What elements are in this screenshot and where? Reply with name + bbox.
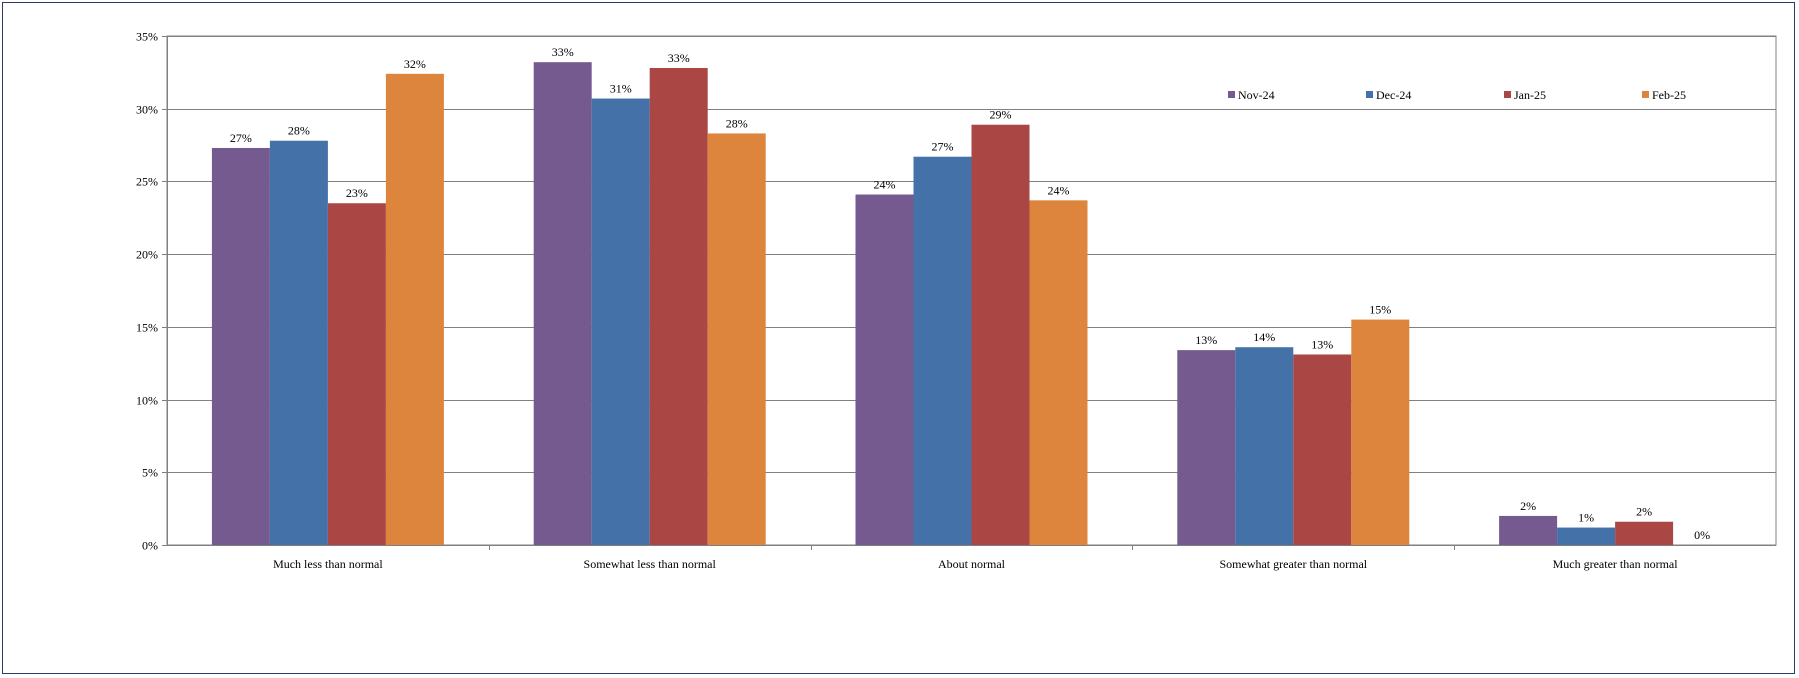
y-tick-label: 20%	[136, 248, 158, 262]
bar	[1615, 521, 1674, 545]
data-label: 2%	[1636, 505, 1652, 519]
x-tick-label: Much less than normal	[273, 557, 383, 571]
bar	[327, 203, 386, 545]
bar	[707, 133, 766, 546]
bar	[1235, 347, 1294, 545]
data-labels: 27% 28% 23% 32% 33% 31% 33% 28% 24% 27% 29% 24% 13% 1…	[230, 45, 1710, 542]
data-label: 28%	[288, 124, 310, 138]
data-label: 13%	[1195, 333, 1217, 347]
x-tick-label: Somewhat less than normal	[584, 557, 717, 571]
bar	[533, 62, 592, 545]
legend-swatch	[1504, 91, 1511, 98]
bar	[385, 73, 444, 545]
data-label: 24%	[874, 178, 896, 192]
legend-swatch	[1228, 91, 1235, 98]
bar	[1293, 354, 1352, 545]
bar	[591, 98, 650, 545]
bar	[855, 194, 914, 545]
bar	[1557, 527, 1616, 545]
x-tick-label: About normal	[938, 557, 1006, 571]
data-label: 27%	[932, 140, 954, 154]
legend-entry: Dec-24	[1376, 88, 1411, 102]
legend-swatch	[1366, 91, 1373, 98]
axes: 0% 5% 10% 15% 20% 25% 30% 35% Much less than nor…	[136, 30, 1776, 571]
y-tick-label: 35%	[136, 30, 158, 44]
x-tick-label: Much greater than normal	[1553, 557, 1679, 571]
data-label: 15%	[1369, 303, 1391, 317]
y-tick-label: 15%	[136, 321, 158, 335]
bar	[1029, 200, 1088, 545]
x-tick-label: Somewhat greater than normal	[1219, 557, 1367, 571]
y-tick-label: 5%	[142, 466, 158, 480]
y-tick-label: 0%	[142, 539, 158, 553]
data-label: 0%	[1694, 528, 1710, 542]
legend: Nov-24 Dec-24 Jan-25 Feb-25	[1228, 88, 1686, 102]
data-label: 1%	[1578, 511, 1594, 525]
data-label: 33%	[552, 45, 574, 59]
data-label: 14%	[1253, 330, 1275, 344]
bar	[913, 156, 972, 545]
data-label: 2%	[1520, 499, 1536, 513]
y-tick-label: 10%	[136, 394, 158, 408]
y-tick-label: 30%	[136, 103, 158, 117]
legend-entry: Feb-25	[1652, 88, 1686, 102]
bar	[971, 124, 1030, 545]
data-label: 32%	[404, 57, 426, 71]
data-label: 23%	[346, 186, 368, 200]
data-label: 27%	[230, 131, 252, 145]
data-label: 24%	[1048, 183, 1070, 197]
bar	[1499, 515, 1558, 545]
bar	[211, 147, 270, 546]
data-label: 33%	[668, 51, 690, 65]
bar	[1351, 319, 1410, 545]
bar	[649, 67, 708, 545]
y-tick-label: 25%	[136, 175, 158, 189]
bar	[269, 140, 328, 546]
bars	[211, 62, 1674, 546]
legend-entry: Jan-25	[1514, 88, 1546, 102]
legend-swatch	[1642, 91, 1649, 98]
bar	[1177, 350, 1236, 545]
data-label: 29%	[990, 108, 1012, 122]
legend-entry: Nov-24	[1238, 88, 1275, 102]
data-label: 13%	[1311, 337, 1333, 351]
data-label: 31%	[610, 82, 632, 96]
data-label: 28%	[726, 116, 748, 130]
